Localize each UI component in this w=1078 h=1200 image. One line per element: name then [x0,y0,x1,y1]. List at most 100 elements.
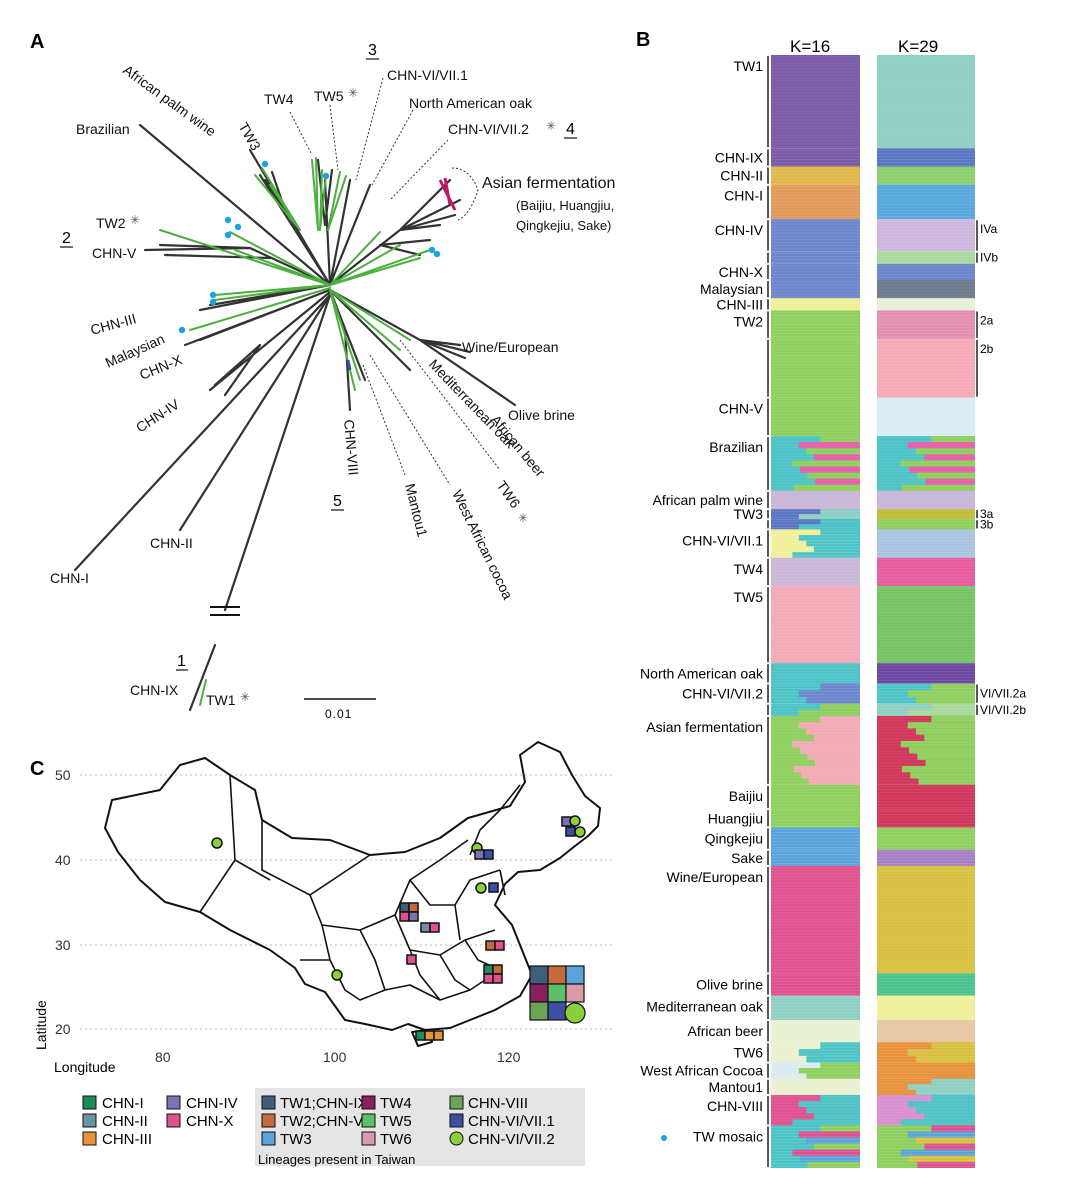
k16-block-admix [798,1101,860,1108]
label-asian-fermentation: Asian fermentation [482,175,615,192]
branch-chn-iv [208,290,332,397]
leader-lines [289,77,501,486]
tw-mosaic-dot [234,223,242,231]
legend-swatch-tw1 [261,1095,276,1110]
k29-block [877,827,975,850]
label-chn-viii: CHN-VIII [341,419,362,476]
label-wine-european: Wine/European [462,339,559,355]
k29-block-admix [901,766,975,773]
structure-subgroup-label: 3a [980,507,994,521]
marker-chn-ii [399,902,410,913]
k16-block-admix [820,509,860,515]
marker-chn-x [399,911,410,922]
k16-block [771,557,860,587]
k29-block-admix [901,484,975,491]
structure-group-label: CHN-II [720,168,763,184]
tw6-green-branches [329,289,411,391]
marker-chn-v [492,964,503,975]
marker-chn-vi-vii1 [565,826,576,837]
k29-block-admix [907,1084,975,1090]
label-chn-vi-vii2: CHN-VI/VII.2 [448,121,529,137]
structure-subgroup-label: 3b [980,517,994,531]
k16-block [771,586,860,664]
panel-b-letter: B [636,29,650,51]
k29-block [877,219,975,252]
k29-block [877,280,975,299]
k29-block-admix [931,1125,975,1132]
k16-block [771,310,860,339]
k29-block [877,973,975,996]
label-chn-iv: CHN-IV [133,395,183,435]
k29-block-admix [917,753,975,760]
lon-tick: 80 [155,1049,171,1065]
k29-block [877,784,975,810]
inset-tw1-chn-ix [529,965,549,985]
tw-mosaic-dot [224,231,232,239]
k29-block-admix [931,1078,975,1085]
k29-block-admix [931,683,975,691]
k29-block-admix [931,703,975,710]
legend-label-chn-vi-vii1: CHN-VI/VII.1 [468,1113,555,1130]
k29-block-admix [909,466,975,473]
clade-number-1: 1 [177,653,186,670]
label-brazilian: Brazilian [76,121,130,137]
k16-block-admix [798,690,860,697]
legend-label-chn-ii: CHN-II [102,1113,148,1130]
structure-group-label: TW2 [733,313,763,329]
k16-block-admix [806,728,860,735]
k29-block-admix [924,1143,975,1150]
marker-chn-vi-vii2 [211,837,223,849]
k16-block-admix [792,552,860,558]
structure-group-label: Mantou1 [709,1079,764,1095]
k29-block-admix [907,690,975,697]
marker-chn-vi-vii1 [488,882,499,893]
k16-block-admix [820,436,860,443]
k29-block-admix [931,1095,975,1102]
leader-mantou1 [362,364,406,476]
k16-block [771,1020,860,1043]
leader-w-african-cocoa [369,354,451,486]
structure-subgroup-label: 2a [980,313,994,327]
tw-mosaic-dot [428,246,436,254]
k29-block-admix [925,759,975,767]
panel-a-letter: A [30,31,44,53]
panel-c: C 50 40 30 20 80 100 120 Latitude Longit… [30,741,612,1167]
k16-block [771,184,860,220]
legend-taiwan-box [255,1088,585,1166]
star-tw6: ✳ [518,511,528,525]
inset-tw3 [565,965,585,985]
k29-block-admix [907,709,975,716]
structure-group-label: CHN-VIII [707,1098,763,1114]
tw4-green-branches [311,157,327,231]
lat-tick: 40 [55,852,71,868]
k29-block [877,995,975,1021]
k29-block [877,586,975,664]
legend-swatch-chn-vi-vii1 [449,1113,464,1128]
legend-label-chn-iv: CHN-IV [186,1095,238,1112]
map-ylabel: Latitude [33,1000,49,1050]
branch-tw1 [188,293,332,712]
legend-swatch-tw5 [361,1113,376,1128]
leader-tw5 [329,104,339,171]
inset-tw2-chn-v [547,965,567,985]
legend-label-chn-vi-vii2: CHN-VI/VII.2 [468,1131,555,1148]
legend-label-chn-i: CHN-I [102,1095,144,1112]
k16-block [771,784,860,810]
label-olive-brine: Olive brine [508,407,575,423]
k16-block-admix [808,778,860,785]
k16-block-admix [798,1131,860,1138]
k16-block [771,809,860,828]
k29-block-admix [900,460,975,467]
marker-chn-iv [474,849,485,860]
k29-block [877,865,975,974]
legend-label-chn-viii: CHN-VIII [468,1095,528,1112]
lat-tick: 50 [55,767,71,783]
k16-block-admix [813,734,860,741]
label-chn-v: CHN-V [92,245,137,261]
k29-block [877,166,975,185]
k16-block-admix [798,514,860,520]
k16-block [771,148,860,167]
label-chn-ii: CHN-II [150,535,193,551]
legend-swatch-chn-vi-vii2 [449,1131,464,1146]
label-tw4: TW4 [264,91,294,107]
